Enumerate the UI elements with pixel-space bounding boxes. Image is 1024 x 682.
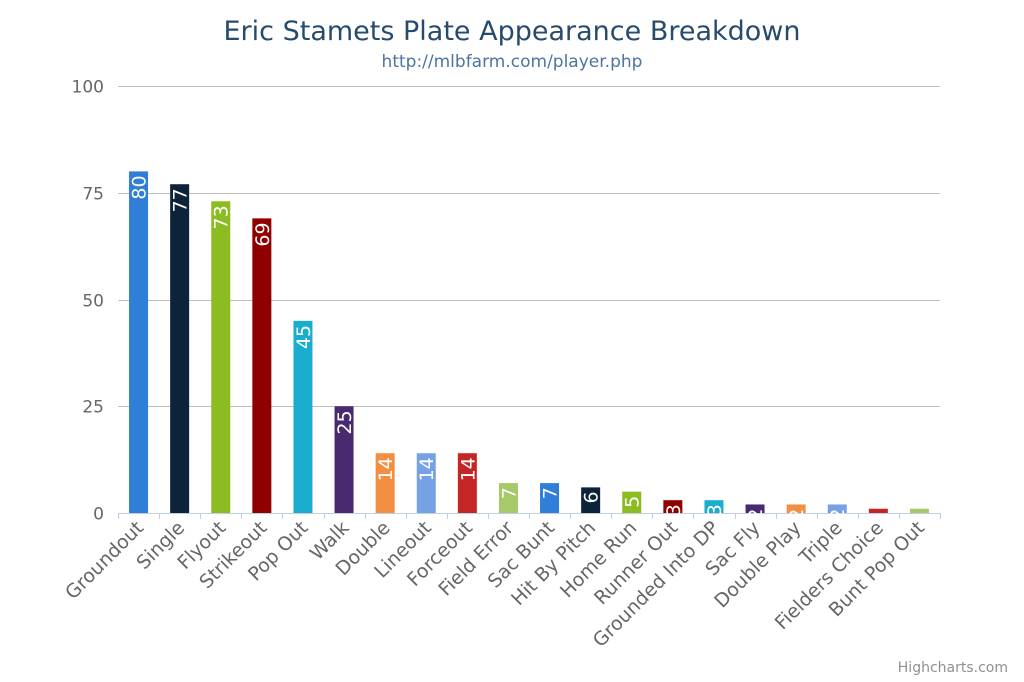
y-axis: 0 25 50 75 100 <box>72 78 104 525</box>
credits-link[interactable]: Highcharts.com <box>897 660 1008 676</box>
bar[interactable] <box>827 504 847 513</box>
data-label: 1 <box>909 513 931 525</box>
data-label: 14 <box>375 457 397 481</box>
bar[interactable] <box>211 201 231 514</box>
data-label: 77 <box>170 188 192 212</box>
bar[interactable] <box>581 487 601 513</box>
y-tick-label: 0 <box>93 505 104 525</box>
bar[interactable] <box>252 218 272 513</box>
bar[interactable] <box>909 508 929 513</box>
bar[interactable] <box>416 453 436 513</box>
data-label: 14 <box>457 457 479 481</box>
chart-title: Eric Stamets Plate Appearance Breakdown <box>223 16 801 47</box>
bar[interactable] <box>129 171 149 513</box>
bar[interactable] <box>170 184 190 513</box>
data-label: 1 <box>868 513 890 525</box>
bar[interactable] <box>704 500 724 513</box>
data-label: 2 <box>786 508 808 520</box>
data-label: 2 <box>745 508 767 520</box>
bar[interactable] <box>663 500 683 513</box>
data-label: 5 <box>622 496 644 508</box>
y-tick-label: 50 <box>82 292 104 312</box>
data-label: 7 <box>540 487 562 499</box>
bar[interactable] <box>293 320 313 513</box>
bar[interactable] <box>457 453 477 513</box>
data-label: 14 <box>416 457 438 481</box>
bar[interactable] <box>334 406 354 513</box>
y-tick-label: 75 <box>82 185 104 205</box>
data-label: 69 <box>252 222 274 246</box>
bar[interactable] <box>498 483 518 513</box>
y-tick-label: 25 <box>82 398 104 418</box>
gridlines <box>118 86 940 514</box>
data-label: 45 <box>293 325 315 349</box>
data-label: 3 <box>663 504 685 516</box>
bar[interactable] <box>375 453 395 513</box>
chart-subtitle[interactable]: http://mlbfarm.com/player.php <box>381 52 643 72</box>
data-label: 7 <box>498 487 520 499</box>
data-label: 80 <box>129 175 151 199</box>
bar[interactable] <box>745 504 765 513</box>
data-label: 2 <box>827 508 849 520</box>
data-label: 73 <box>211 205 233 229</box>
bar[interactable] <box>786 504 806 513</box>
bar[interactable] <box>540 483 560 513</box>
y-tick-label: 100 <box>72 78 104 98</box>
bar[interactable] <box>868 508 888 513</box>
data-label: 25 <box>334 410 356 434</box>
data-label: 3 <box>704 504 726 516</box>
bars <box>129 171 929 514</box>
data-label: 6 <box>581 491 603 503</box>
bar[interactable] <box>622 491 642 513</box>
